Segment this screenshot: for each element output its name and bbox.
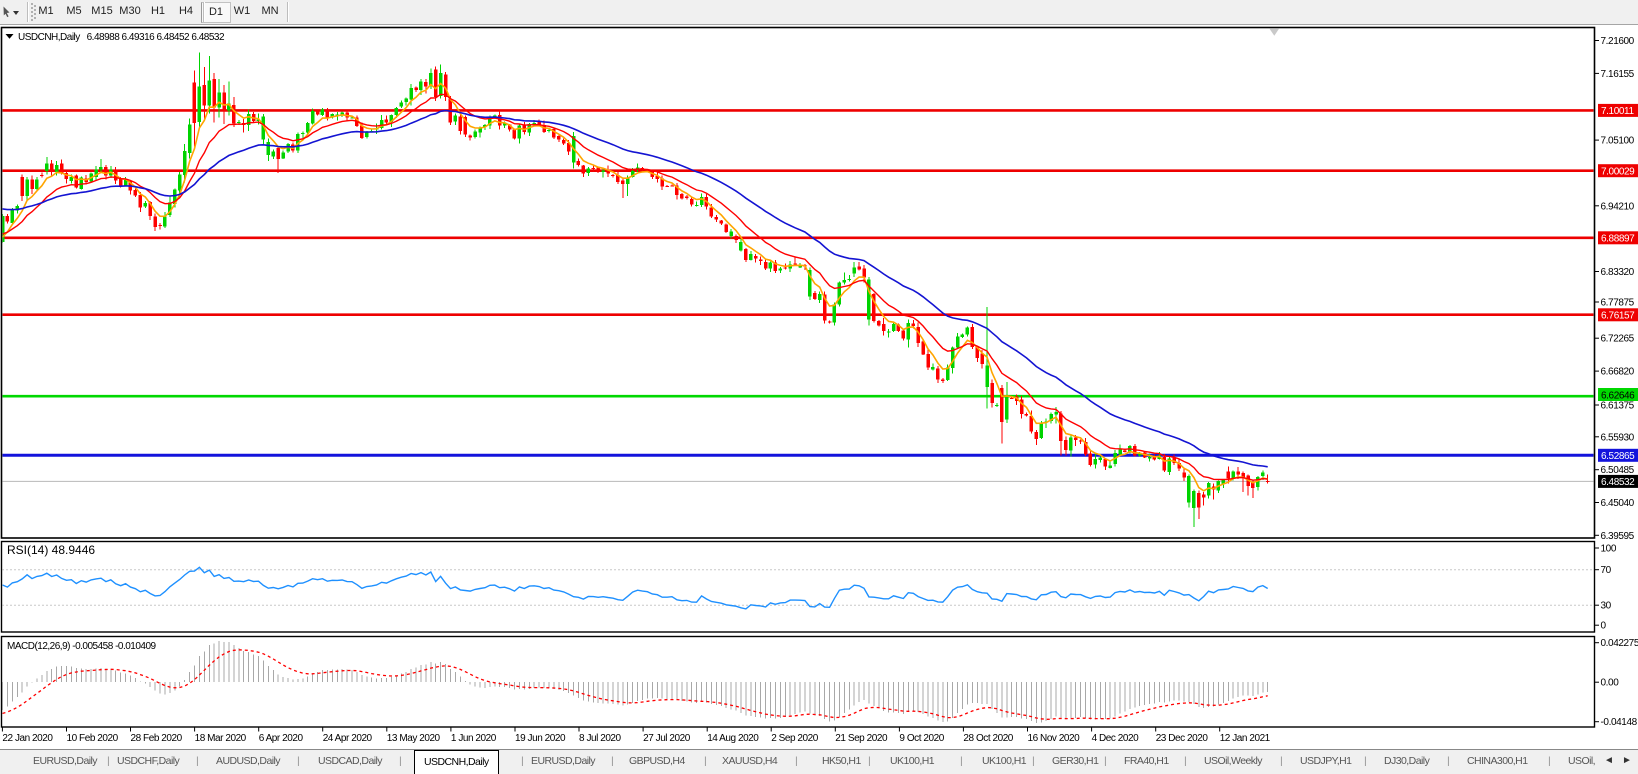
svg-text:-0.04148: -0.04148 — [1601, 717, 1638, 728]
svg-text:1 Jun 2020: 1 Jun 2020 — [451, 733, 497, 744]
svg-text:24 Apr 2020: 24 Apr 2020 — [323, 733, 373, 744]
svg-text:10 Feb 2020: 10 Feb 2020 — [67, 733, 119, 744]
svg-text:6.76157: 6.76157 — [1601, 311, 1635, 322]
svg-text:2 Sep 2020: 2 Sep 2020 — [771, 733, 819, 744]
svg-text:6.55930: 6.55930 — [1601, 432, 1635, 443]
svg-text:13 May 2020: 13 May 2020 — [387, 733, 441, 744]
svg-text:6.48532: 6.48532 — [1601, 477, 1635, 488]
svg-text:6.94210: 6.94210 — [1601, 201, 1635, 212]
svg-text:USDCNH,Daily 6.48988 6.49316: USDCNH,Daily 6.48988 6.49316 6.48452 6.4… — [18, 32, 225, 43]
svg-text:28 Oct 2020: 28 Oct 2020 — [963, 733, 1013, 744]
svg-text:6.72265: 6.72265 — [1601, 334, 1635, 345]
svg-text:21 Sep 2020: 21 Sep 2020 — [835, 733, 888, 744]
svg-text:0.042275: 0.042275 — [1601, 638, 1638, 649]
svg-text:6.61375: 6.61375 — [1601, 401, 1635, 412]
svg-text:12 Jan 2021: 12 Jan 2021 — [1220, 733, 1271, 744]
svg-text:8 Jul 2020: 8 Jul 2020 — [579, 733, 622, 744]
svg-text:6.50485: 6.50485 — [1601, 465, 1635, 476]
svg-text:7.05100: 7.05100 — [1601, 136, 1635, 147]
svg-text:6.45040: 6.45040 — [1601, 498, 1635, 509]
svg-text:6.77875: 6.77875 — [1601, 298, 1635, 309]
svg-text:16 Nov 2020: 16 Nov 2020 — [1028, 733, 1081, 744]
svg-text:100: 100 — [1601, 544, 1617, 555]
svg-text:4 Dec 2020: 4 Dec 2020 — [1092, 733, 1140, 744]
svg-text:0.00: 0.00 — [1601, 678, 1620, 689]
svg-text:0: 0 — [1601, 621, 1607, 632]
svg-text:RSI(14) 48.9446: RSI(14) 48.9446 — [7, 543, 95, 557]
svg-text:6.83320: 6.83320 — [1601, 267, 1635, 278]
svg-text:7.21600: 7.21600 — [1601, 36, 1635, 47]
svg-text:22 Jan 2020: 22 Jan 2020 — [2, 733, 53, 744]
svg-text:6.66820: 6.66820 — [1601, 367, 1635, 378]
svg-text:6 Apr 2020: 6 Apr 2020 — [259, 733, 304, 744]
svg-text:MACD(12,26,9) -0.005458 -0.010: MACD(12,26,9) -0.005458 -0.010409 — [7, 641, 157, 652]
svg-text:23 Dec 2020: 23 Dec 2020 — [1156, 733, 1209, 744]
svg-text:9 Oct 2020: 9 Oct 2020 — [899, 733, 944, 744]
svg-text:30: 30 — [1601, 601, 1612, 612]
svg-text:6.88897: 6.88897 — [1601, 234, 1635, 245]
svg-text:18 Mar 2020: 18 Mar 2020 — [195, 733, 247, 744]
svg-text:6.52865: 6.52865 — [1601, 451, 1635, 462]
svg-text:27 Jul 2020: 27 Jul 2020 — [643, 733, 691, 744]
svg-text:7.10011: 7.10011 — [1601, 106, 1634, 117]
svg-text:7.16155: 7.16155 — [1601, 69, 1635, 80]
svg-text:6.39595: 6.39595 — [1601, 531, 1635, 542]
svg-text:6.62646: 6.62646 — [1601, 390, 1635, 401]
svg-text:14 Aug 2020: 14 Aug 2020 — [707, 733, 759, 744]
svg-text:7.00029: 7.00029 — [1601, 167, 1635, 178]
svg-text:28 Feb 2020: 28 Feb 2020 — [131, 733, 183, 744]
svg-text:19 Jun 2020: 19 Jun 2020 — [515, 733, 566, 744]
svg-text:70: 70 — [1601, 565, 1612, 576]
